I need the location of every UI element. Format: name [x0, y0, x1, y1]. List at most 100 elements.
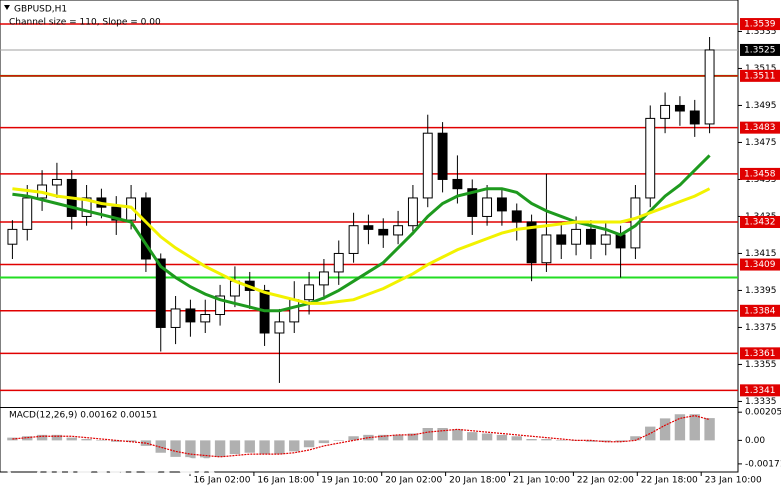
candle-body: [645, 117, 656, 199]
macd-bar: [437, 428, 448, 441]
macd-bar: [318, 440, 330, 444]
macd-bar: [66, 437, 77, 441]
macd-bar: [481, 433, 493, 441]
candle-body: [496, 197, 507, 212]
macd-bar: [244, 440, 255, 453]
candle-body: [22, 197, 33, 230]
macd-bar: [36, 434, 48, 441]
candle-body: [511, 210, 522, 223]
x-tick-label: 16 Jan 18:00: [257, 476, 314, 486]
candle-body: [422, 132, 433, 199]
level-label-box: [740, 304, 780, 317]
logo-icon: [6, 448, 42, 484]
macd-bar: [96, 440, 107, 441]
candle-body: [185, 308, 196, 323]
level-label: 1.3409: [744, 260, 776, 270]
macd-bar: [155, 440, 166, 453]
macd-bar: [363, 434, 374, 441]
candle-body: [541, 234, 552, 264]
candle-body: [452, 178, 463, 190]
candle-body: [51, 178, 62, 186]
candle-body: [333, 252, 344, 273]
candle-body: [437, 132, 448, 180]
candle-body: [393, 225, 404, 236]
macd-bar: [348, 436, 359, 441]
macd-bar: [407, 433, 419, 441]
y-tick-label: 1.3515: [745, 64, 777, 74]
macd-bar: [185, 440, 196, 459]
macd-bar: [378, 434, 389, 441]
candle-body: [170, 308, 181, 328]
level-label: 1.3483: [744, 123, 776, 133]
macd-bar: [333, 440, 344, 441]
level-label: 1.3432: [744, 218, 776, 228]
candle-body: [215, 295, 226, 315]
macd-bar: [526, 439, 537, 441]
macd-bar: [704, 418, 715, 441]
level-label: 1.3539: [744, 20, 776, 30]
macd-bar: [81, 439, 92, 441]
macd-bar: [615, 440, 626, 442]
level-label-box: [740, 216, 780, 228]
candle-body: [274, 321, 285, 334]
candle-body: [289, 299, 300, 323]
macd-bar: [556, 440, 567, 441]
watermark: instaforex Instant Forex Trading: [6, 447, 216, 489]
y-tick-label: 1.3415: [745, 249, 777, 259]
candle-body: [304, 284, 315, 301]
x-tick-label: 22 Jan 18:00: [641, 476, 698, 486]
macd-bar: [645, 426, 656, 441]
y-tick-label: 1.3475: [745, 138, 777, 148]
y-tick-label: 1.3375: [745, 323, 777, 333]
macd-bar: [51, 434, 63, 441]
macd-bar: [7, 437, 18, 441]
candle-body: [674, 104, 685, 112]
level-label: 1.3458: [744, 169, 776, 179]
macd-bar: [541, 439, 552, 441]
candle-body: [155, 258, 166, 328]
macd-bar: [289, 440, 300, 452]
candle-body: [200, 314, 211, 323]
level-label-box: [740, 121, 780, 134]
candle-body: [348, 225, 359, 254]
marks: 1.35351.35151.34951.34751.34551.34351.34…: [0, 18, 781, 486]
moving-average: [12, 154, 711, 313]
candle-body: [7, 228, 18, 245]
macd-bar: [630, 436, 641, 441]
macd-bar: [303, 440, 315, 448]
macd-bar: [200, 440, 211, 459]
macd-signal: [12, 415, 710, 458]
macd-bar: [22, 436, 33, 441]
level-label-box: [740, 69, 780, 82]
level-label-box: [740, 258, 780, 271]
candle-body: [378, 228, 389, 236]
macd-bar: [659, 418, 671, 441]
macd-bar: [125, 440, 137, 442]
macd-bar: [674, 414, 686, 441]
level-label-box: [740, 384, 780, 397]
candle-body: [660, 104, 671, 119]
y-tick-label: 0.00: [745, 436, 765, 446]
macd-bar: [274, 440, 285, 455]
level-label-box: [740, 18, 780, 31]
y-tick-label: 0.00205: [745, 408, 781, 418]
level-label: 1.3361: [744, 349, 776, 359]
macd-bar: [111, 440, 122, 442]
y-tick-label: 1.3455: [745, 175, 777, 185]
candle-body: [704, 49, 715, 125]
x-tick-label: 19 Jan 10:00: [321, 476, 378, 486]
x-tick-label: 20 Jan 02:00: [385, 476, 442, 486]
y-tick-label: 1.3355: [745, 360, 777, 370]
macd-bar: [511, 436, 522, 441]
candle-body: [363, 225, 374, 230]
level-label-box: [740, 167, 780, 180]
plot-frame: [0, 0, 739, 473]
watermark-tagline: Instant Forex Trading: [46, 476, 162, 489]
macd-bar: [452, 429, 463, 441]
macd-title: MACD(12,26,9) 0.00162 0.00151: [9, 411, 158, 421]
x-tick-label: 20 Jan 18:00: [449, 476, 506, 486]
candle-body: [689, 110, 700, 125]
macd-bar: [170, 440, 181, 457]
